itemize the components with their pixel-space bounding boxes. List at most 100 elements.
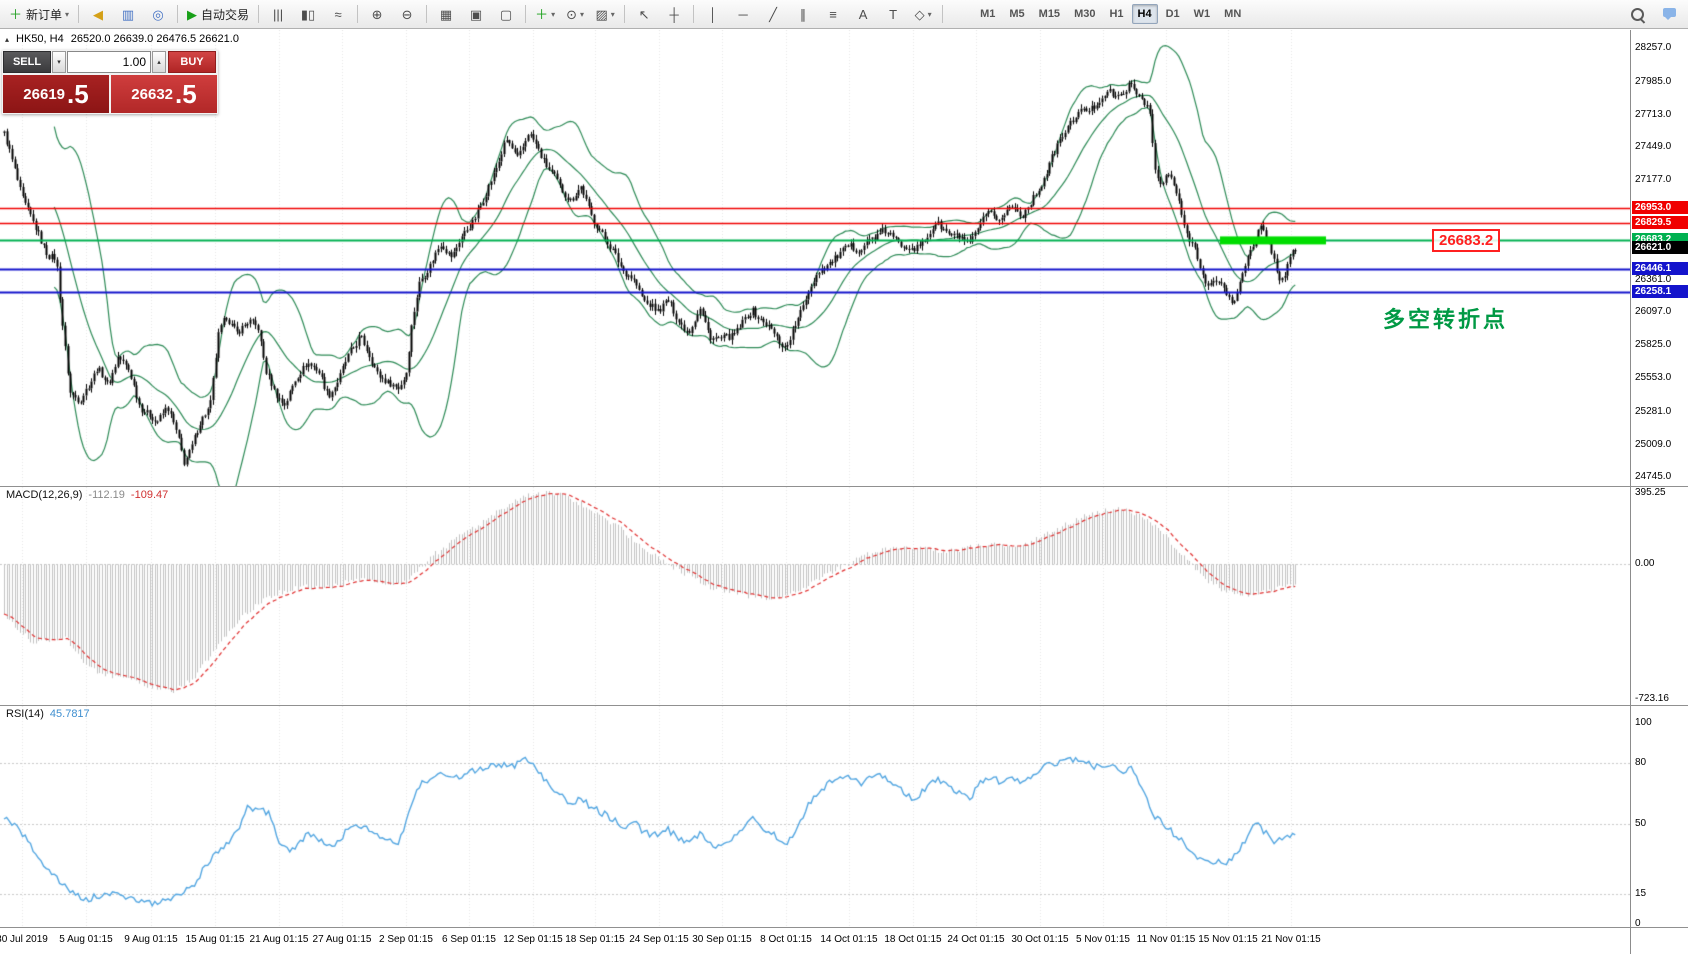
zoom-in-icon[interactable]: ⊕ xyxy=(363,2,391,26)
current-price-tag: 26621.0 xyxy=(1632,241,1688,254)
signal-icon[interactable]: ◎ xyxy=(144,2,172,26)
rsi-indicator-panel: 100 80 50 15 0 RSI(14) 45.7817 xyxy=(0,706,1688,929)
zoom-out-icon[interactable]: ⊖ xyxy=(393,2,421,26)
new-order-button-label: 新订单 xyxy=(26,7,63,22)
chart-annotation-text[interactable]: 多空转折点 xyxy=(1383,307,1509,332)
cascade-windows-icon[interactable]: ▣ xyxy=(462,2,490,26)
periods-icon: ⊙ xyxy=(566,6,578,22)
price-axis-label: 27449.0 xyxy=(1635,140,1672,152)
price-level-tag: 26953.0 xyxy=(1632,200,1688,214)
shapes-button[interactable]: ◇ ▾ xyxy=(909,2,937,26)
volume-down-button[interactable]: ▾ xyxy=(52,51,66,73)
indicators-button[interactable]: ＋ ▾ xyxy=(531,2,559,26)
time-axis-label: 9 Aug 01:15 xyxy=(124,934,178,945)
price-axis-label: 25825.0 xyxy=(1635,339,1672,351)
new-order-icon: ＋ xyxy=(9,6,23,22)
sell-price-display[interactable]: 26619.5 xyxy=(3,75,109,113)
macd-name: MACD(12,26,9) xyxy=(6,489,83,501)
chart-window: 28257.0 27985.0 27713.0 27449.0 27177.0 26361… xyxy=(0,30,1688,954)
rsi-axis-label: 100 xyxy=(1635,717,1652,729)
macd-indicator-label: MACD(12,26,9) -112.19 -109.47 xyxy=(6,489,168,501)
price-level-tag: 26258.1 xyxy=(1632,285,1688,299)
time-axis-label: 24 Oct 01:15 xyxy=(947,934,1005,945)
time-axis-label: 30 Jul 2019 xyxy=(0,934,48,945)
text-icon[interactable]: A xyxy=(849,2,877,26)
timeframe-m30-button[interactable]: M30 xyxy=(1074,8,1096,20)
horizontal-line-icon[interactable]: ─ xyxy=(729,2,757,26)
candlestick-icon-glyph: ▮▯ xyxy=(300,6,316,22)
macd-indicator-panel: 395.25 0.00 -723.16 MACD(12,26,9) -112.19 … xyxy=(0,487,1688,706)
indicators-icon: ＋ xyxy=(535,6,549,22)
timeframe-toolbar: M1 M5 M15 M30 H1 H4 D1 W1 MN xyxy=(973,4,1248,24)
price-axis-label: 27713.0 xyxy=(1635,108,1672,120)
fibonacci-icon[interactable]: ≡ xyxy=(819,2,847,26)
buy-price-frac: .5 xyxy=(175,78,197,109)
timeframe-h4-button[interactable]: H4 xyxy=(1131,4,1158,24)
templates-icon: ▨ xyxy=(595,6,608,22)
timeframe-m15-button[interactable]: M15 xyxy=(1038,8,1061,20)
tile-windows-icon[interactable]: ▦ xyxy=(432,2,460,26)
autotrading-button[interactable]: ▶ 自动交易 xyxy=(183,2,253,26)
timeframe-m1-button[interactable]: M1 xyxy=(980,8,996,20)
crosshair-icon-glyph: ┼ xyxy=(669,6,679,22)
price-callout-label[interactable]: 26683.2 xyxy=(1432,229,1501,252)
bar-chart-icon-glyph: ||| xyxy=(272,6,284,22)
timeframe-m5-button[interactable]: M5 xyxy=(1009,8,1025,20)
macd-chart-canvas[interactable] xyxy=(0,487,1630,705)
time-axis-label: 27 Aug 01:15 xyxy=(312,934,372,945)
cursor-icon[interactable]: ↖ xyxy=(630,2,658,26)
text-icon-glyph: A xyxy=(858,6,868,22)
time-axis-label: 18 Oct 01:15 xyxy=(884,934,942,945)
macd-axis-label: 395.25 xyxy=(1635,487,1666,498)
timeframe-w1-button[interactable]: W1 xyxy=(1193,8,1211,20)
timeframe-mn-button[interactable]: MN xyxy=(1224,8,1242,20)
trendline-icon[interactable]: ╱ xyxy=(759,2,787,26)
chat-icon[interactable] xyxy=(1655,2,1683,26)
sell-button[interactable]: SELL xyxy=(3,51,51,73)
toolbar-separator xyxy=(357,5,359,23)
timeframe-h1-button[interactable]: H1 xyxy=(1109,8,1124,20)
bar-chart-icon[interactable]: ||| xyxy=(264,2,292,26)
candlestick-chart-canvas[interactable] xyxy=(0,30,1630,486)
one-click-trading-panel: SELL ▾ ▴ BUY 26619.5 26632.5 xyxy=(2,50,218,114)
rsi-axis-label: 80 xyxy=(1635,757,1647,769)
templates-button-dropdown-icon: ▾ xyxy=(610,9,615,19)
vertical-line-icon[interactable]: │ xyxy=(699,2,727,26)
time-axis[interactable]: 30 Jul 2019 5 Aug 01:15 9 Aug 01:15 15 Aug … xyxy=(0,928,1688,954)
rsi-chart-canvas[interactable] xyxy=(0,706,1630,927)
candlestick-icon[interactable]: ▮▯ xyxy=(294,2,322,26)
buy-price-display[interactable]: 26632.5 xyxy=(111,75,217,113)
volume-up-button[interactable]: ▴ xyxy=(152,51,166,73)
crosshair-icon[interactable]: ┼ xyxy=(660,2,688,26)
macd-axis[interactable]: 395.25 0.00 -723.16 xyxy=(1632,487,1688,705)
time-axis-label: 24 Sep 01:15 xyxy=(629,934,689,945)
price-axis[interactable]: 28257.0 27985.0 27713.0 27449.0 27177.0 26361… xyxy=(1632,30,1688,486)
collapse-arrow-icon[interactable]: ▴ xyxy=(5,34,10,44)
periods-button[interactable]: ⊙ ▾ xyxy=(561,2,589,26)
price-axis-label: 25009.0 xyxy=(1635,438,1672,450)
rsi-axis-label: 0 xyxy=(1635,917,1641,929)
templates-button[interactable]: ▨ ▾ xyxy=(591,2,619,26)
timeframe-d1-button[interactable]: D1 xyxy=(1165,8,1180,20)
cursor-icon-glyph: ↖ xyxy=(638,6,650,22)
buy-button[interactable]: BUY xyxy=(168,51,216,73)
search-icon[interactable] xyxy=(1625,2,1653,26)
megaphone-icon[interactable]: ◀ xyxy=(84,2,112,26)
time-axis-label: 11 Nov 01:15 xyxy=(1136,934,1196,945)
time-axis-label: 5 Nov 01:15 xyxy=(1076,934,1130,945)
label-icon[interactable]: T xyxy=(879,2,907,26)
channel-icon[interactable]: ∥ xyxy=(789,2,817,26)
price-axis-label: 25553.0 xyxy=(1635,372,1672,384)
rsi-axis[interactable]: 100 80 50 15 0 xyxy=(1632,706,1688,929)
market-watch-icon[interactable]: ▥ xyxy=(114,2,142,26)
price-axis-label: 27985.0 xyxy=(1635,75,1672,87)
volume-input[interactable] xyxy=(67,51,151,73)
cascade-windows-icon-glyph: ▣ xyxy=(469,6,483,22)
toolbar-separator xyxy=(942,5,944,23)
line-chart-icon[interactable]: ≈ xyxy=(324,2,352,26)
symbol-ohlc-values: 26520.0 26639.0 26476.5 26621.0 xyxy=(70,33,239,45)
new-order-button[interactable]: ＋新订单 ▾ xyxy=(5,2,73,26)
indicators-button-dropdown-icon: ▾ xyxy=(551,9,556,19)
arrange-windows-icon[interactable]: ▢ xyxy=(492,2,520,26)
macd-main-value: -112.19 xyxy=(88,489,125,501)
